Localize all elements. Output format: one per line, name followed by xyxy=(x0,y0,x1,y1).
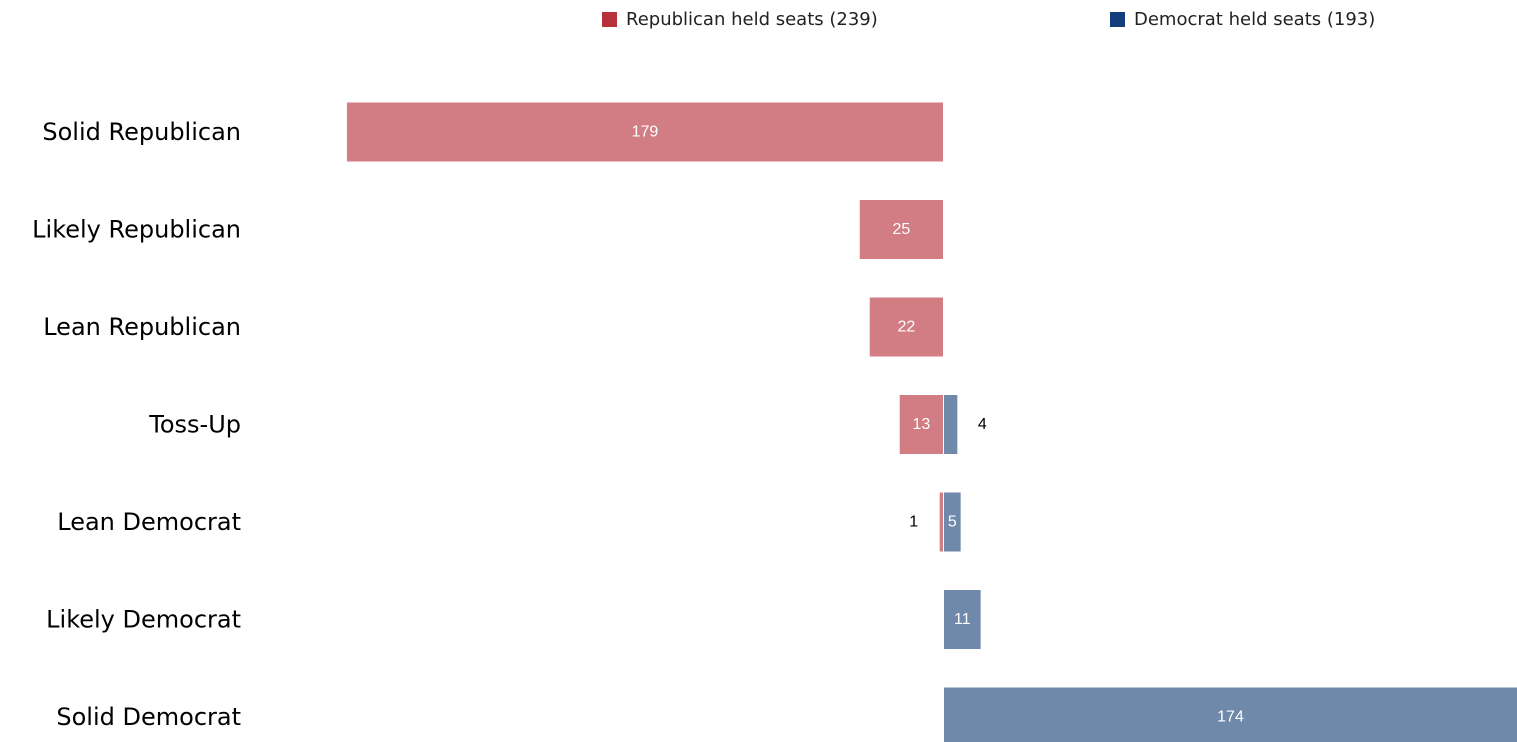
bar-democrat-likely-democrat xyxy=(944,590,981,649)
bar-republican-solid-republican xyxy=(346,102,943,162)
legend-item-republican: Republican held seats (239) xyxy=(602,9,878,30)
legend-item-democrat: Democrat held seats (193) xyxy=(1110,9,1375,30)
data-label-republican-lean-democrat: 1 xyxy=(909,514,918,531)
data-label-republican-lean-republican: 22 xyxy=(897,319,915,336)
bar-democrat-lean-democrat xyxy=(944,492,961,552)
category-label-solid-democrat: Solid Democrat xyxy=(56,703,241,731)
legend: Republican held seats (239) Democrat hel… xyxy=(0,9,1517,35)
legend-label-republican: Republican held seats (239) xyxy=(626,9,878,30)
bar-republican-lean-republican xyxy=(869,297,943,357)
data-label-democrat-solid-democrat: 174 xyxy=(1217,709,1244,726)
legend-swatch-republican xyxy=(602,12,617,27)
bar-democrat-solid-democrat xyxy=(944,687,1517,742)
category-label-lean-republican: Lean Republican xyxy=(43,313,241,341)
category-label-toss-up: Toss-Up xyxy=(148,411,241,439)
data-label-democrat-likely-democrat: 11 xyxy=(954,611,971,628)
category-label-likely-republican: Likely Republican xyxy=(32,216,241,244)
category-label-solid-republican: Solid Republican xyxy=(42,118,241,146)
bar-democrat-toss-up xyxy=(944,395,958,454)
bar-republican-toss-up xyxy=(899,395,943,454)
data-label-republican-likely-republican: 25 xyxy=(892,221,910,238)
data-label-republican-toss-up: 13 xyxy=(912,416,930,433)
category-label-likely-democrat: Likely Democrat xyxy=(46,606,241,634)
legend-swatch-democrat xyxy=(1110,12,1125,27)
bar-republican-likely-republican xyxy=(859,200,943,259)
data-label-republican-solid-republican: 179 xyxy=(632,124,659,141)
category-label-lean-democrat: Lean Democrat xyxy=(57,508,241,536)
bar-republican-lean-democrat xyxy=(939,492,943,552)
data-label-democrat-lean-democrat: 5 xyxy=(948,514,957,531)
data-label-democrat-toss-up: 4 xyxy=(978,416,987,433)
legend-label-democrat: Democrat held seats (193) xyxy=(1134,9,1376,30)
